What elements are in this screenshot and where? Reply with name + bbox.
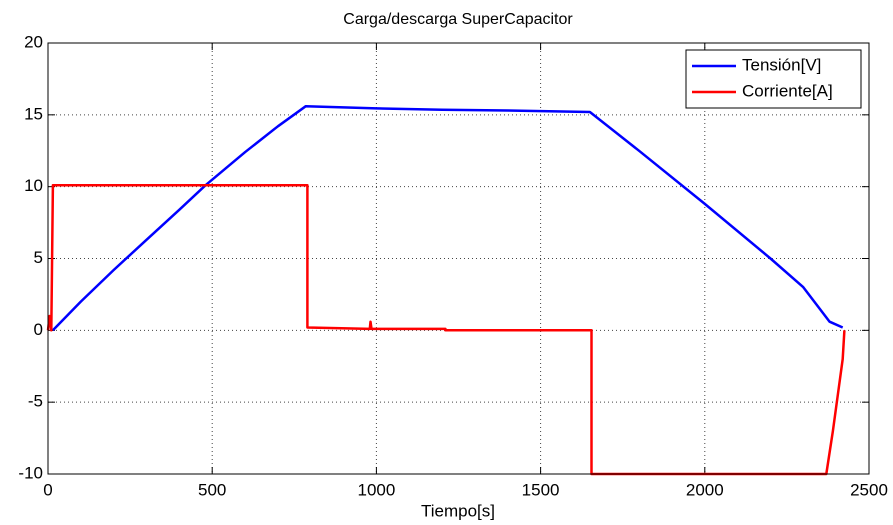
legend-box bbox=[685, 49, 862, 109]
x-tick-label: 2500 bbox=[850, 480, 888, 499]
plot-frame bbox=[47, 42, 870, 475]
y-tick-label: 10 bbox=[24, 176, 43, 195]
legend-label: Tensión[V] bbox=[742, 55, 821, 74]
series-line bbox=[52, 104, 844, 332]
y-tick-label: 5 bbox=[34, 248, 43, 267]
x-tick-label: 500 bbox=[198, 480, 226, 499]
y-tick-label: 15 bbox=[24, 104, 43, 123]
y-tick-label: -10 bbox=[18, 463, 43, 482]
series-line bbox=[46, 183, 846, 476]
x-tick-label: 1500 bbox=[522, 480, 560, 499]
legend-label: Corriente[A] bbox=[742, 81, 833, 100]
y-tick-label: 0 bbox=[34, 320, 43, 339]
x-tick-label: 1000 bbox=[357, 480, 395, 499]
x-tick-label: 2000 bbox=[686, 480, 724, 499]
y-tick-label: -5 bbox=[28, 392, 43, 411]
x-tick-label: 0 bbox=[43, 480, 52, 499]
x-axis-label: Tiempo[s] bbox=[421, 501, 495, 520]
y-tick-label: 20 bbox=[24, 32, 43, 51]
chart-title: Carga/descarga SuperCapacitor bbox=[343, 11, 573, 28]
